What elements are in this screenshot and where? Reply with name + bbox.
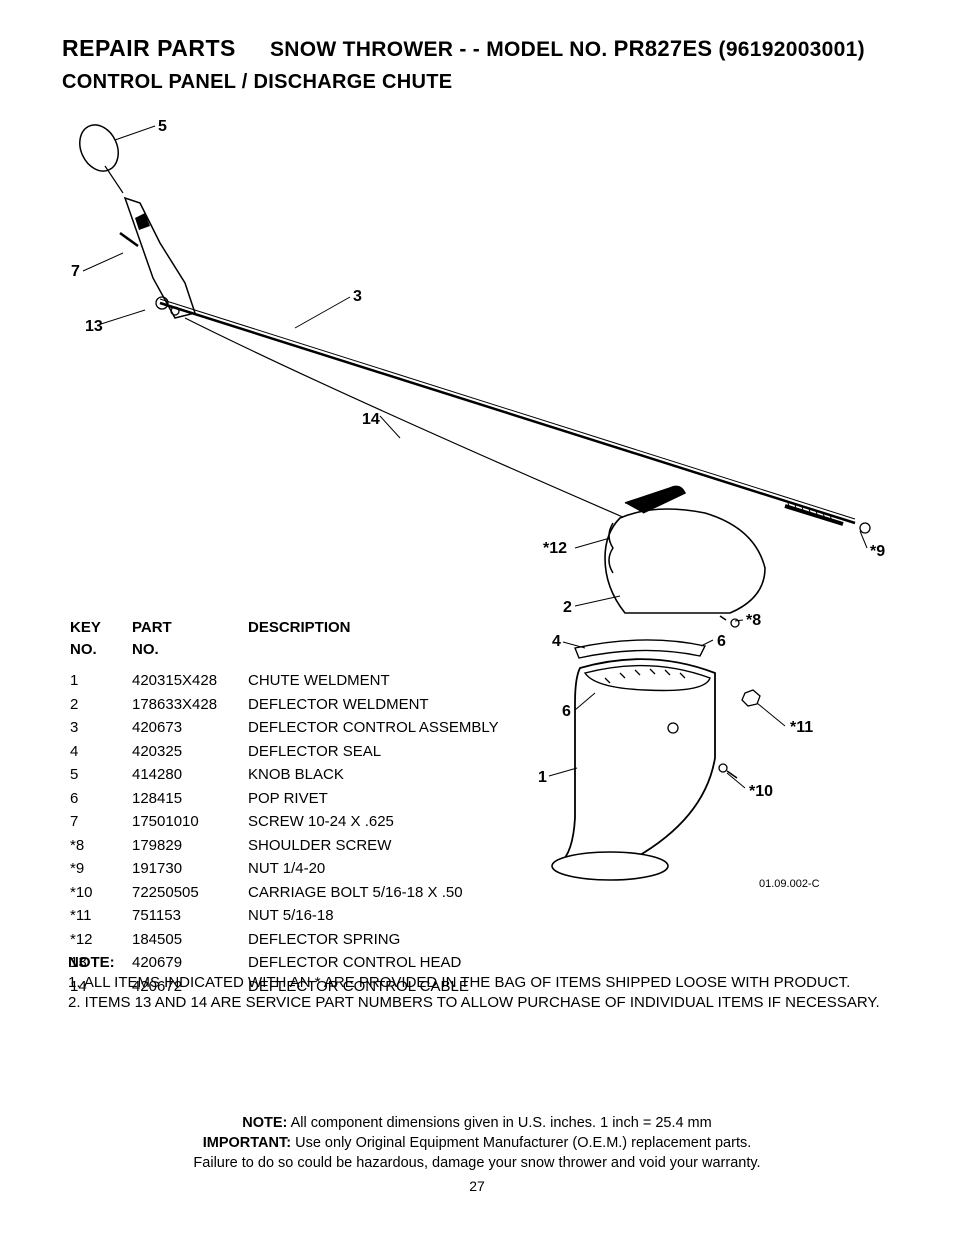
- callout-7: 7: [71, 263, 80, 281]
- footer-note-text: All component dimensions given in U.S. i…: [287, 1115, 711, 1131]
- table-row: *1072250505CARRIAGE BOLT 5/16-18 X .50: [70, 882, 568, 904]
- callout-13: 13: [85, 318, 103, 336]
- section-subtitle: CONTROL PANEL / DISCHARGE CHUTE: [62, 71, 892, 94]
- callout-8: *8: [746, 612, 761, 630]
- footer-note-label: NOTE:: [242, 1115, 287, 1131]
- callout-12: *12: [543, 540, 567, 558]
- th-key: KEYNO.: [70, 617, 130, 668]
- diagram-code: 01.09.002-C: [759, 878, 820, 890]
- note-heading: NOTE:: [68, 954, 115, 971]
- callout-3: 3: [353, 288, 362, 306]
- title-mid: SNOW THROWER - - MODEL NO.: [270, 38, 608, 61]
- callout-10: *10: [749, 783, 773, 801]
- page-number: 27: [0, 1178, 954, 1194]
- model-number: PR827ES: [614, 36, 713, 61]
- table-row: 6128415POP RIVET: [70, 788, 568, 810]
- notes-block: NOTE: 1. ALL ITEMS INDICATED WITH AN * A…: [68, 953, 898, 1013]
- model-suffix: (96192003001): [719, 38, 865, 61]
- table-row: 1420315X428CHUTE WELDMENT: [70, 670, 568, 692]
- note-line-1: 1. ALL ITEMS INDICATED WITH AN * ARE PRO…: [68, 974, 850, 991]
- repair-parts-label: REPAIR PARTS: [62, 35, 236, 61]
- table-row: *12184505DEFLECTOR SPRING: [70, 929, 568, 951]
- parts-table: KEYNO. PARTNO. DESCRIPTION 1420315X428CH…: [68, 615, 570, 999]
- footer-warning: Failure to do so could be hazardous, dam…: [193, 1155, 760, 1171]
- th-part: PARTNO.: [132, 617, 246, 668]
- callout-5: 5: [158, 118, 167, 136]
- callout-14: 14: [362, 411, 380, 429]
- table-row: *11751153NUT 5/16-18: [70, 905, 568, 927]
- th-desc: DESCRIPTION: [248, 617, 568, 668]
- footer-important-text: Use only Original Equipment Manufacturer…: [291, 1135, 751, 1151]
- footer-notes: NOTE: All component dimensions given in …: [0, 1113, 954, 1173]
- table-row: *9191730NUT 1/4-20: [70, 858, 568, 880]
- table-row: 2178633X428DEFLECTOR WELDMENT: [70, 694, 568, 716]
- footer-important-label: IMPORTANT:: [203, 1135, 291, 1151]
- table-row: 3420673DEFLECTOR CONTROL ASSEMBLY: [70, 717, 568, 739]
- table-row: *8179829SHOULDER SCREW: [70, 835, 568, 857]
- header-line-1: REPAIR PARTS SNOW THROWER - - MODEL NO. …: [62, 35, 892, 62]
- table-row: 5414280KNOB BLACK: [70, 764, 568, 786]
- callout-11: *11: [790, 719, 813, 737]
- callout-9: *9: [870, 543, 885, 561]
- table-row: 4420325DEFLECTOR SEAL: [70, 741, 568, 763]
- callout-6a: 6: [717, 633, 726, 651]
- note-line-2: 2. ITEMS 13 AND 14 ARE SERVICE PART NUMB…: [68, 994, 880, 1011]
- table-row: 717501010SCREW 10-24 X .625: [70, 811, 568, 833]
